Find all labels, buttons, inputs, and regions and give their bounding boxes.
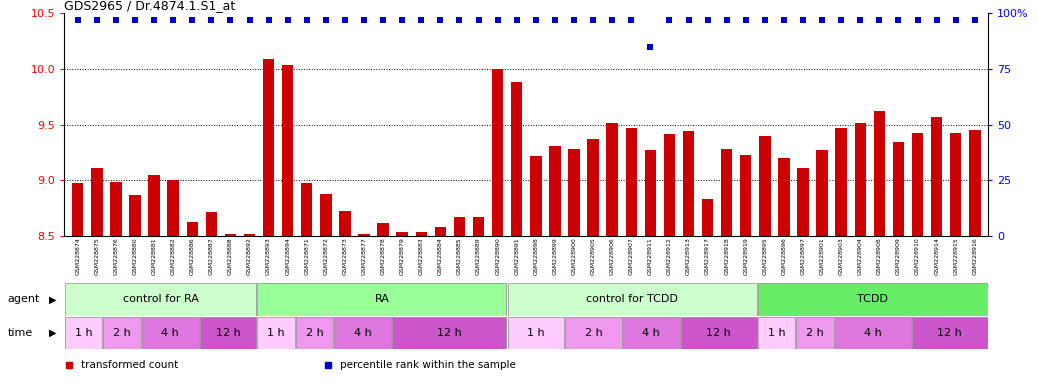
Text: time: time (7, 328, 32, 338)
Bar (911, 132, 923, 236)
Bar (257, 317, 295, 349)
Text: 1 h: 1 h (527, 328, 545, 338)
Bar (874, 111, 885, 236)
Bar (199, 317, 256, 349)
Bar (492, 69, 503, 236)
Bar (511, 83, 522, 236)
Text: 12 h: 12 h (706, 328, 731, 338)
Bar (683, 131, 694, 236)
Text: 1 h: 1 h (768, 328, 786, 338)
Bar (702, 199, 713, 236)
Bar (759, 136, 770, 236)
Bar (339, 210, 351, 236)
Text: 4 h: 4 h (643, 328, 660, 338)
Bar (334, 317, 391, 349)
Text: ▶: ▶ (49, 294, 56, 305)
Bar (950, 132, 961, 236)
Bar (835, 317, 910, 349)
Bar (187, 222, 198, 236)
Text: 12 h: 12 h (216, 328, 241, 338)
Text: 1 h: 1 h (75, 328, 92, 338)
Bar (91, 168, 103, 236)
Text: percentile rank within the sample: percentile rank within the sample (339, 360, 516, 370)
Bar (257, 283, 507, 316)
Bar (681, 317, 757, 349)
Bar (797, 168, 809, 236)
Text: transformed count: transformed count (81, 360, 179, 370)
Bar (142, 317, 198, 349)
Bar (65, 283, 256, 316)
Text: GDS2965 / Dr.4874.1.S1_at: GDS2965 / Dr.4874.1.S1_at (64, 0, 236, 12)
Text: TCDD: TCDD (857, 294, 889, 305)
Bar (224, 234, 236, 236)
Text: ▶: ▶ (49, 328, 56, 338)
Bar (206, 212, 217, 236)
Bar (969, 131, 981, 236)
Bar (397, 232, 408, 236)
Text: 12 h: 12 h (437, 328, 462, 338)
Text: 4 h: 4 h (161, 328, 180, 338)
Bar (72, 183, 83, 236)
Text: 2 h: 2 h (305, 328, 324, 338)
Bar (415, 232, 427, 236)
Bar (758, 317, 795, 349)
Bar (721, 149, 733, 236)
Bar (104, 317, 141, 349)
Bar (65, 317, 103, 349)
Bar (244, 234, 255, 236)
Text: agent: agent (7, 294, 39, 305)
Bar (568, 149, 579, 236)
Bar (130, 195, 141, 236)
Bar (263, 59, 274, 236)
Bar (282, 65, 294, 236)
Bar (110, 182, 121, 236)
Text: 4 h: 4 h (864, 328, 881, 338)
Bar (435, 227, 446, 236)
Bar (606, 122, 618, 236)
Text: 4 h: 4 h (354, 328, 372, 338)
Bar (645, 151, 656, 236)
Text: RA: RA (375, 294, 389, 305)
Bar (148, 175, 160, 236)
Bar (454, 217, 465, 236)
Bar (740, 155, 752, 236)
Bar (778, 158, 790, 236)
Text: 1 h: 1 h (267, 328, 284, 338)
Bar (796, 317, 834, 349)
Bar (836, 128, 847, 236)
Text: control for RA: control for RA (122, 294, 198, 305)
Bar (931, 117, 943, 236)
Bar (358, 234, 370, 236)
Bar (392, 317, 507, 349)
Bar (378, 223, 389, 236)
Text: control for TCDD: control for TCDD (586, 294, 678, 305)
Text: 12 h: 12 h (937, 328, 962, 338)
Bar (167, 180, 179, 236)
Bar (296, 317, 333, 349)
Bar (508, 317, 565, 349)
Bar (473, 217, 485, 236)
Bar (566, 317, 622, 349)
Bar (549, 146, 561, 236)
Bar (758, 283, 987, 316)
Bar (320, 194, 331, 236)
Bar (301, 183, 312, 236)
Bar (530, 156, 542, 236)
Bar (817, 151, 828, 236)
Bar (663, 134, 675, 236)
Bar (588, 139, 599, 236)
Bar (893, 142, 904, 236)
Bar (508, 283, 757, 316)
Bar (626, 128, 637, 236)
Text: 2 h: 2 h (113, 328, 131, 338)
Text: 2 h: 2 h (584, 328, 602, 338)
Bar (623, 317, 680, 349)
Bar (854, 122, 866, 236)
Bar (911, 317, 987, 349)
Text: 2 h: 2 h (807, 328, 824, 338)
